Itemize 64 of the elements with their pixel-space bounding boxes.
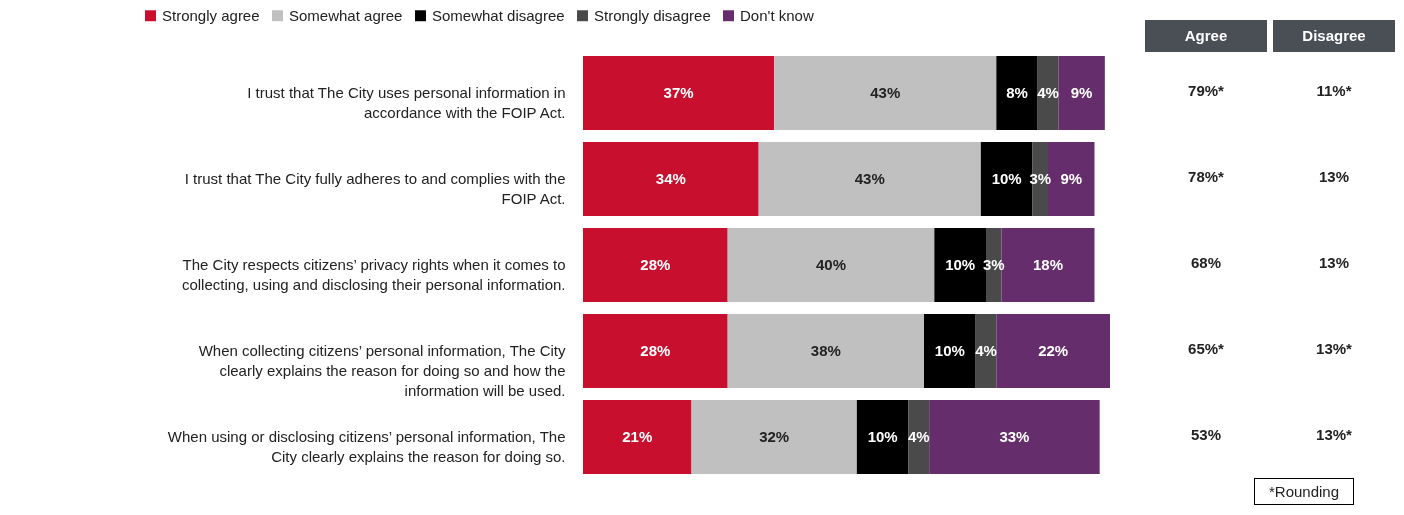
- bar: [929, 400, 1100, 474]
- data-label: 4%: [907, 428, 930, 445]
- bar: [583, 228, 728, 302]
- y-tick-label: When collecting citizens’ personal information, The City clearly explains the reason for doing so and how the information will be used.: [198, 342, 566, 399]
- text: *Rounding: [1254, 478, 1355, 505]
- data-label: 33%: [999, 428, 1030, 445]
- text: Agree: [1145, 20, 1267, 52]
- y-tick-label: The City respects citizens’ privacy rights when it comes to collecting, using and disclosing their personal information.: [181, 256, 566, 293]
- data-label: 10%: [867, 428, 898, 445]
- data-label: 4%: [975, 342, 997, 359]
- bar: [727, 228, 935, 302]
- bar: [1058, 56, 1105, 130]
- legend-label: Somewhat disagree: [432, 6, 565, 24]
- bar: [924, 314, 976, 388]
- y-tick-label: I trust that The City fully adheres to and complies with the FOIP Act.: [184, 170, 566, 207]
- bar: [774, 56, 997, 130]
- data-label: 9%: [1070, 84, 1093, 101]
- data-label: 8%: [1006, 84, 1028, 101]
- text: 79%*: [1187, 82, 1225, 99]
- bar: [583, 142, 759, 216]
- data-label: 18%: [1032, 256, 1064, 273]
- data-label: 10%: [945, 256, 976, 273]
- text: 13%: [1318, 254, 1350, 271]
- data-label: 10%: [934, 342, 965, 359]
- text: 65%*: [1187, 340, 1225, 357]
- bar: [583, 56, 775, 130]
- text: 78%*: [1187, 168, 1225, 185]
- data-label: 28%: [640, 342, 671, 359]
- data-label: 43%: [870, 84, 901, 101]
- data-label: 28%: [640, 256, 671, 273]
- data-label: 10%: [991, 170, 1022, 187]
- y-tick-label: When using or disclosing citizens’ personal information, The City clearly explains the reason for doing so.: [167, 428, 566, 465]
- data-label: 38%: [810, 342, 841, 359]
- data-label: 22%: [1038, 342, 1069, 359]
- legend-label: Don't know: [740, 6, 814, 24]
- data-label: 3%: [1029, 170, 1052, 187]
- bar: [996, 56, 1038, 130]
- data-label: 43%: [854, 170, 885, 187]
- text: Disagree: [1273, 20, 1395, 52]
- data-label: 32%: [759, 428, 790, 445]
- data-label: 4%: [1037, 84, 1059, 101]
- data-label: 9%: [1060, 170, 1083, 187]
- text: 13%*: [1315, 426, 1353, 443]
- data-label: 34%: [655, 170, 686, 187]
- legend-label: Strongly agree: [162, 6, 260, 24]
- bar: [856, 400, 909, 474]
- data-label: 3%: [982, 256, 1005, 273]
- text: 13%: [1318, 168, 1350, 185]
- text: 68%: [1190, 254, 1222, 271]
- bar: [583, 314, 728, 388]
- bar: [583, 400, 692, 474]
- data-label: 21%: [622, 428, 653, 445]
- bar: [727, 314, 924, 388]
- bar: [758, 142, 981, 216]
- data-label: 40%: [815, 256, 847, 273]
- data-label: 37%: [663, 84, 694, 101]
- text: 53%: [1190, 426, 1222, 443]
- text: 13%*: [1315, 340, 1353, 357]
- bar: [691, 400, 857, 474]
- legend-label: Strongly disagree: [594, 6, 711, 24]
- bar: [996, 314, 1110, 388]
- text: 11%*: [1315, 82, 1353, 99]
- y-tick-label: I trust that The City uses personal information in accordance with the FOIP Act.: [247, 84, 566, 121]
- legend-label: Somewhat agree: [289, 6, 403, 24]
